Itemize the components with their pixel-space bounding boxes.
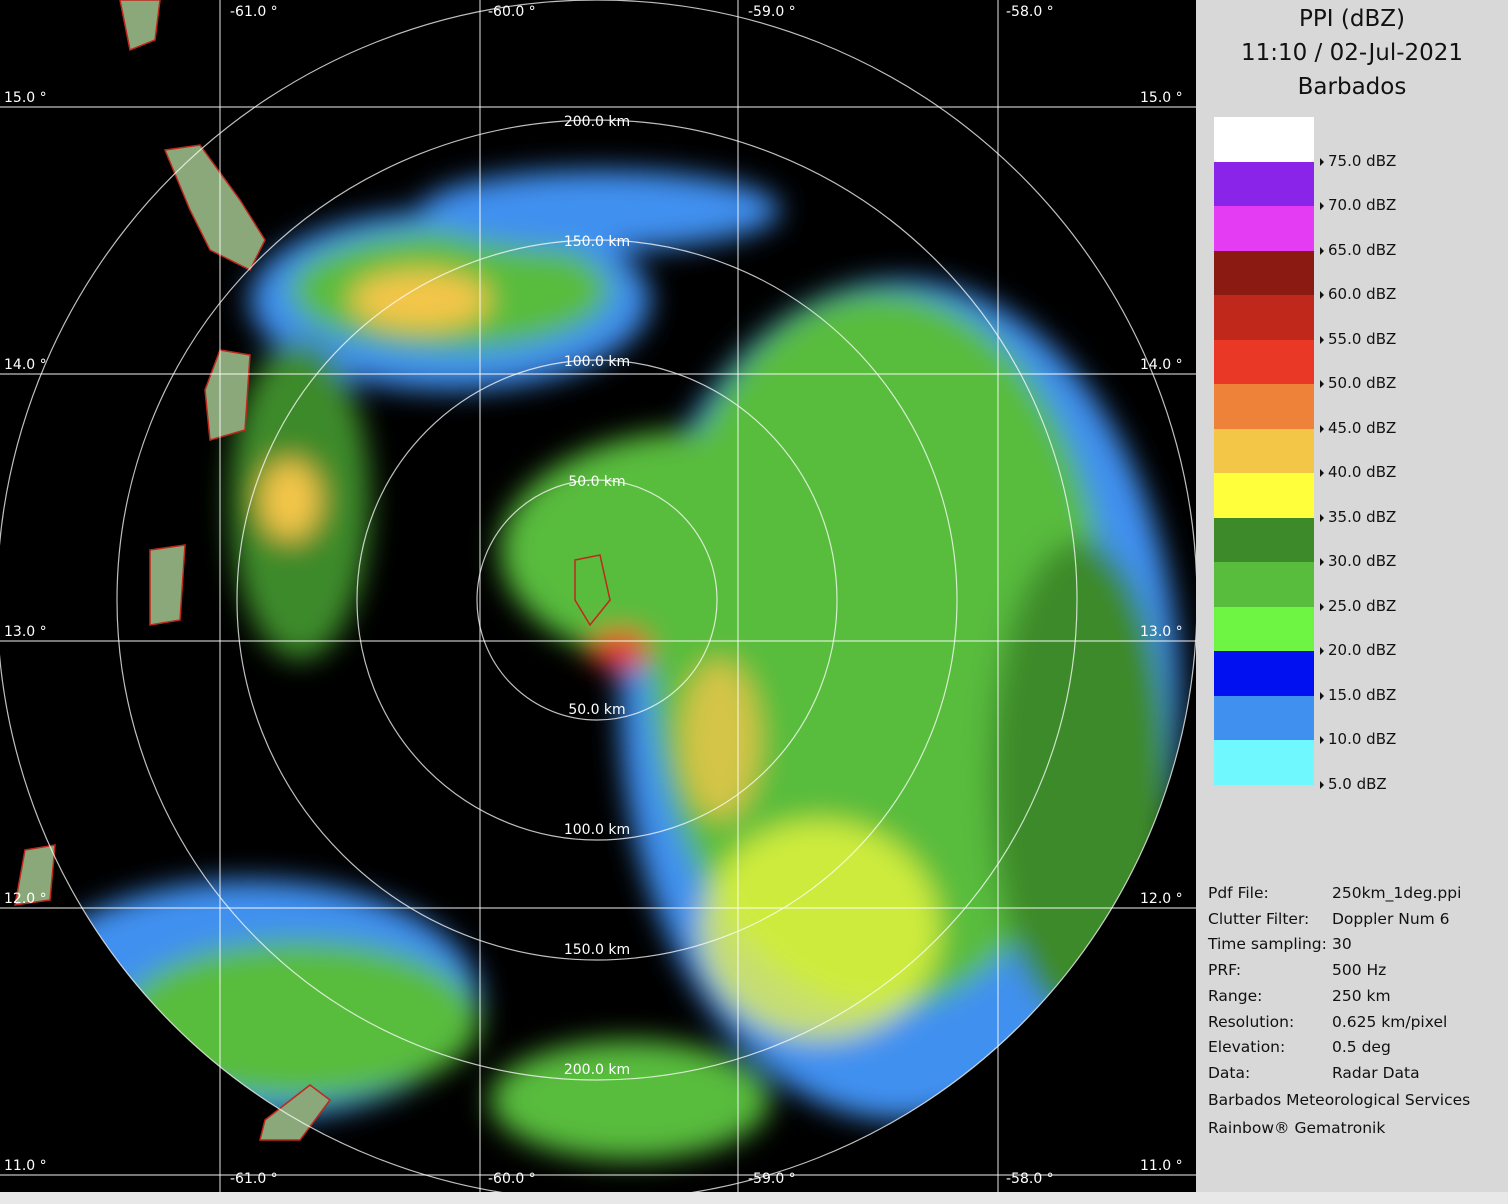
info-key: Clutter Filter: — [1208, 909, 1310, 928]
lon-label: -60.0 ° — [488, 1171, 536, 1187]
legend-label: 20.0 dBZ — [1328, 641, 1397, 659]
info-value: Radar Data — [1332, 1063, 1420, 1082]
legend-tick — [1320, 202, 1324, 210]
legend-swatch — [1214, 606, 1314, 652]
lon-label: -59.0 ° — [748, 1171, 796, 1187]
legend-swatch — [1214, 384, 1314, 429]
legend-swatch — [1214, 695, 1314, 741]
legend-label: 30.0 dBZ — [1328, 552, 1397, 570]
legend-swatch — [1214, 206, 1314, 251]
legend-label: 60.0 dBZ — [1328, 285, 1397, 303]
legend-tick — [1320, 424, 1324, 433]
info-value: 30 — [1332, 935, 1352, 954]
lat-label: 12.0 ° — [4, 891, 47, 907]
credit: Rainbow® Gematronik — [1208, 1119, 1386, 1137]
range-label: 50.0 km — [568, 702, 625, 718]
legend-tick — [1320, 469, 1324, 477]
legend-label: 70.0 dBZ — [1328, 196, 1397, 214]
legend-tick — [1320, 647, 1324, 655]
lon-label: -60.0 ° — [488, 4, 536, 20]
lat-label: 14.0 ° — [4, 357, 47, 373]
legend-tick — [1320, 291, 1324, 299]
lat-label: 15.0 ° — [4, 90, 47, 106]
range-label: 150.0 km — [564, 234, 630, 250]
info-value: 500 Hz — [1332, 961, 1387, 980]
range-label: 150.0 km — [564, 942, 630, 958]
range-label: 50.0 km — [568, 474, 625, 490]
legend-swatch — [1214, 161, 1314, 207]
legend-tick — [1320, 335, 1324, 344]
legend-tick — [1320, 513, 1324, 522]
legend-tick — [1320, 602, 1324, 611]
radar-map: -61.0 ° -61.0 ° -60.0 ° -60.0 ° -59.0 ° -59.0… — [0, 0, 1196, 1192]
info-key: Resolution: — [1208, 1012, 1295, 1031]
legend-swatch — [1214, 117, 1314, 162]
legend-swatch — [1214, 651, 1314, 696]
range-label: 200.0 km — [564, 114, 630, 130]
site-name: Barbados — [1297, 74, 1407, 100]
legend-tick — [1320, 380, 1324, 388]
info-value: Doppler Num 6 — [1332, 909, 1450, 928]
title: PPI (dBZ) — [1299, 6, 1405, 32]
legend-label: 50.0 dBZ — [1328, 374, 1397, 392]
info-key: Elevation: — [1208, 1038, 1286, 1057]
legend-label: 15.0 dBZ — [1328, 685, 1397, 704]
legend-swatch — [1214, 428, 1314, 474]
legend-tick — [1320, 736, 1324, 744]
legend-label: 75.0 dBZ — [1328, 151, 1397, 170]
legend-tick — [1320, 157, 1324, 166]
info-key: Pdf File: — [1208, 884, 1269, 902]
lon-label: -61.0 ° — [230, 1171, 278, 1187]
info-key: Range: — [1208, 986, 1263, 1005]
legend-swatch — [1214, 339, 1314, 385]
lat-label: 13.0 ° — [4, 624, 47, 640]
info-key: PRF: — [1208, 961, 1242, 980]
range-label: 100.0 km — [564, 822, 630, 838]
legend-label: 65.0 dBZ — [1328, 240, 1397, 259]
legend-swatch — [1214, 473, 1314, 518]
legend-tick — [1320, 691, 1324, 700]
legend-swatch — [1214, 562, 1314, 607]
lon-label: -59.0 ° — [748, 4, 796, 20]
lon-label: -58.0 ° — [1006, 1171, 1054, 1187]
info-value: 0.625 km/pixel — [1332, 1012, 1448, 1031]
lat-label: 11.0 ° — [4, 1158, 47, 1174]
lat-label: 15.0 ° — [1140, 90, 1183, 106]
credit: Barbados Meteorological Services — [1208, 1091, 1471, 1109]
legend-tick — [1320, 780, 1324, 789]
lon-label: -58.0 ° — [1006, 4, 1054, 20]
islands — [14, 0, 611, 1141]
legend-swatch — [1214, 295, 1314, 340]
lon-label: -61.0 ° — [230, 4, 278, 20]
legend-tick — [1320, 558, 1324, 566]
legend-swatch — [1214, 740, 1314, 785]
legend-label: 35.0 dBZ — [1328, 507, 1397, 526]
lat-label: 12.0 ° — [1140, 891, 1183, 907]
info-key: Time sampling: — [1208, 935, 1327, 954]
legend-label: 55.0 dBZ — [1328, 329, 1397, 348]
lat-label: 13.0 ° — [1140, 624, 1183, 640]
timestamp: 11:10 / 02-Jul-2021 — [1240, 40, 1464, 66]
legend-label: 40.0 dBZ — [1328, 463, 1397, 481]
grid — [0, 0, 1196, 1192]
legend-label: 5.0 dBZ — [1328, 774, 1387, 793]
bottom-strip — [0, 1192, 1508, 1204]
info-value: 0.5 deg — [1332, 1038, 1391, 1057]
legend-tick — [1320, 246, 1324, 255]
lat-label: 14.0 ° — [1140, 357, 1183, 373]
info-value: 250km_1deg.ppi — [1332, 884, 1462, 902]
legend-swatch — [1214, 517, 1314, 563]
lat-label: 11.0 ° — [1140, 1158, 1183, 1174]
legend-swatch — [1214, 250, 1314, 296]
legend-label: 25.0 dBZ — [1328, 596, 1397, 615]
legend-label: 45.0 dBZ — [1328, 418, 1397, 437]
range-label: 100.0 km — [564, 354, 630, 370]
info-value: 250 km — [1332, 986, 1391, 1005]
side-panel: PPI (dBZ) 11:10 / 02-Jul-2021 Barbados 7… — [1196, 0, 1508, 1192]
legend-label: 10.0 dBZ — [1328, 730, 1397, 748]
range-label: 200.0 km — [564, 1062, 630, 1078]
info-key: Data: — [1208, 1063, 1251, 1082]
